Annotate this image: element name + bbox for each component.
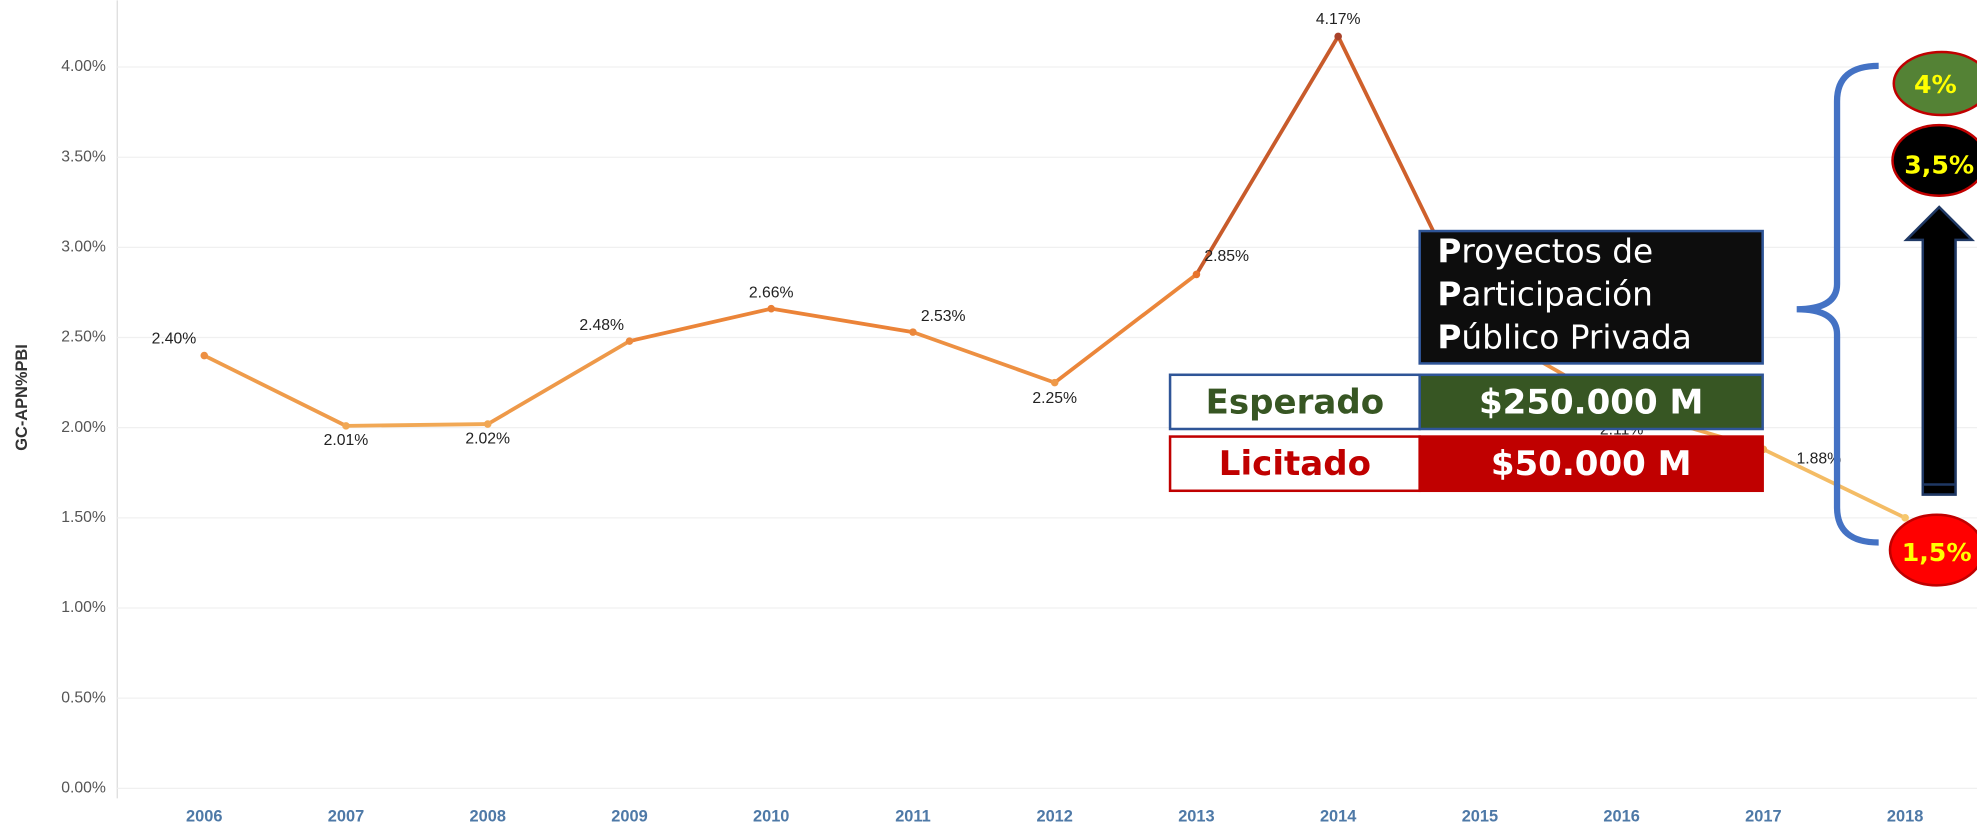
ppp-text: Proyectos de Participación Público Priva… [1420, 231, 1763, 360]
table-text: $50.000 M [1491, 444, 1692, 484]
x-tick-label: 2006 [186, 808, 222, 826]
line-segment [911, 330, 1057, 385]
y-tick-label: 3.50% [61, 148, 106, 165]
ppp-line: Público Privada [1437, 319, 1692, 358]
point [342, 422, 350, 430]
line-segment [344, 422, 490, 428]
x-tick-label: 2010 [753, 808, 789, 826]
y-tick-label: 1.50% [61, 509, 106, 526]
data-label: 2.02% [465, 430, 510, 447]
data-label: 4.17% [1316, 11, 1361, 28]
oval-text: 3,5% [1904, 151, 1974, 180]
data-label: 2.40% [152, 330, 197, 347]
x-tick-label: 2008 [470, 808, 506, 826]
y-tick-label: 2.50% [61, 329, 106, 346]
point [1901, 514, 1909, 522]
table-cell [1418, 373, 1764, 431]
line-segment [202, 353, 348, 428]
point [1334, 32, 1342, 41]
point [1050, 378, 1059, 387]
y-tick-label: 4.00% [61, 58, 106, 75]
x-tick-label: 2015 [1462, 808, 1498, 826]
point [1192, 270, 1201, 279]
y-tick-label: 2.00% [61, 419, 106, 436]
data-label: 2.53% [921, 308, 966, 325]
arrow [1903, 205, 1976, 496]
oval-text: 1,5% [1902, 538, 1972, 567]
table-text: Esperado [1206, 382, 1384, 422]
y-tick-label: 0.00% [61, 779, 106, 796]
ppp-line: Participación [1437, 276, 1653, 315]
y-tick-label: 3.00% [61, 239, 106, 256]
y-tick-label: 0.50% [61, 689, 106, 706]
ppp-lines: Proyectos de Participación Público Priva… [1420, 231, 1763, 360]
x-tick-label: 2013 [1178, 808, 1214, 826]
data-label: 2.66% [749, 285, 794, 302]
x-tick-label: 2009 [611, 808, 647, 826]
data-label: 2.25% [1032, 390, 1077, 407]
y-tick-label: 1.00% [61, 599, 106, 616]
point [483, 420, 492, 428]
point [909, 328, 917, 336]
oval [1891, 123, 1977, 197]
line-segment [485, 339, 632, 426]
data-label: 2.85% [1204, 248, 1249, 265]
x-tick-label: 2014 [1320, 808, 1357, 826]
line-segment [769, 306, 915, 335]
oval-text: 4% [1914, 70, 1957, 99]
data-label: 2.48% [579, 317, 624, 334]
oval [1892, 50, 1977, 117]
y-axis-label: GC-APN%PBI [13, 344, 31, 450]
brace [1796, 62, 1879, 546]
data-label: 2.01% [324, 432, 369, 449]
oval [1888, 513, 1977, 587]
x-tick-label: 2017 [1745, 808, 1781, 826]
line-segment [1052, 272, 1199, 385]
x-tick-label: 2011 [895, 808, 931, 826]
table-cell [1418, 435, 1764, 493]
point [625, 337, 634, 345]
line-segment [1194, 34, 1341, 277]
x-tick-label: 2012 [1036, 808, 1072, 826]
table-text: Licitado [1219, 444, 1371, 484]
x-tick-label: 2016 [1603, 808, 1639, 826]
data-label: 1.88% [1797, 451, 1842, 468]
line-segment [627, 306, 774, 344]
ppp-line: Proyectos de [1437, 233, 1654, 272]
ppp-box [1418, 229, 1764, 365]
x-tick-label: 2007 [328, 808, 364, 826]
point [767, 304, 775, 313]
table-text: $250.000 M [1479, 382, 1703, 422]
x-tick-label: 2018 [1887, 808, 1923, 826]
point [200, 351, 209, 360]
